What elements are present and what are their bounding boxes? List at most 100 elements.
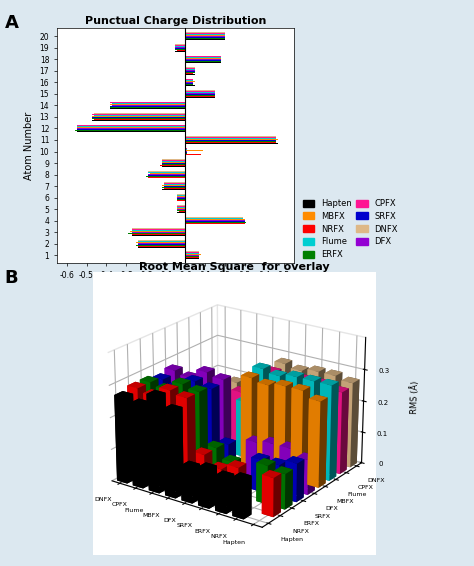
Bar: [185, 224, 245, 225]
Bar: [77, 128, 185, 129]
Title: Punctual Charge Distribution: Punctual Charge Distribution: [85, 16, 266, 26]
Bar: [185, 256, 199, 258]
Bar: [77, 125, 185, 126]
Bar: [177, 196, 185, 197]
Bar: [164, 186, 185, 187]
Bar: [112, 101, 185, 102]
Bar: [148, 175, 185, 176]
Bar: [177, 198, 185, 199]
Bar: [110, 104, 185, 105]
Bar: [185, 219, 245, 220]
Bar: [112, 105, 185, 106]
Bar: [177, 212, 185, 213]
Bar: [185, 36, 225, 37]
Bar: [162, 164, 185, 165]
Bar: [185, 92, 215, 93]
Bar: [185, 258, 199, 259]
Bar: [132, 230, 185, 231]
Bar: [160, 165, 185, 166]
Bar: [185, 217, 245, 218]
Bar: [175, 44, 185, 45]
Bar: [185, 95, 215, 96]
Bar: [185, 218, 243, 219]
Bar: [128, 233, 185, 234]
Bar: [177, 208, 185, 209]
Bar: [185, 71, 195, 72]
Bar: [185, 57, 221, 58]
Bar: [177, 46, 185, 48]
Bar: [185, 255, 199, 256]
Bar: [162, 166, 185, 167]
Bar: [162, 162, 185, 164]
Bar: [185, 34, 225, 35]
Bar: [148, 171, 185, 173]
Text: A: A: [5, 14, 18, 32]
Bar: [185, 97, 215, 98]
Bar: [185, 83, 193, 84]
Bar: [185, 152, 187, 153]
Bar: [185, 90, 215, 91]
Bar: [177, 194, 185, 195]
Bar: [177, 200, 185, 201]
Bar: [92, 114, 185, 115]
Bar: [92, 118, 185, 119]
X-axis label: Atom Charge: Atom Charge: [144, 285, 207, 295]
Bar: [185, 220, 245, 221]
Bar: [185, 138, 276, 139]
Bar: [92, 115, 185, 117]
Bar: [136, 245, 185, 246]
Bar: [175, 48, 185, 49]
Bar: [162, 187, 185, 188]
Bar: [185, 149, 187, 150]
Bar: [185, 59, 221, 60]
Bar: [185, 38, 227, 40]
Bar: [185, 85, 195, 86]
Bar: [185, 150, 203, 151]
Bar: [77, 131, 185, 132]
Bar: [185, 68, 195, 70]
Bar: [138, 240, 185, 241]
Bar: [164, 183, 185, 184]
Bar: [138, 244, 185, 245]
Bar: [146, 176, 185, 177]
Bar: [175, 49, 185, 50]
Bar: [185, 62, 221, 63]
Bar: [177, 207, 185, 208]
Bar: [162, 185, 185, 186]
Bar: [185, 35, 225, 36]
Bar: [185, 151, 187, 152]
Bar: [185, 142, 276, 143]
Bar: [177, 199, 185, 200]
Bar: [132, 231, 185, 233]
Bar: [110, 106, 185, 107]
Bar: [175, 51, 185, 52]
Bar: [185, 60, 221, 61]
Bar: [185, 139, 278, 140]
Bar: [132, 235, 185, 236]
Bar: [92, 117, 185, 118]
Bar: [110, 107, 185, 108]
Bar: [132, 229, 185, 230]
Bar: [179, 211, 185, 212]
Bar: [132, 234, 185, 235]
Bar: [185, 84, 193, 85]
Bar: [110, 102, 185, 103]
Bar: [132, 228, 185, 229]
Bar: [185, 61, 221, 62]
Bar: [112, 103, 185, 104]
Bar: [185, 80, 193, 81]
Bar: [148, 174, 185, 175]
Bar: [94, 119, 185, 120]
Legend: Hapten, MBFX, NRFX, Flume, ERFX, CPFX, SRFX, DNFX, DFX: Hapten, MBFX, NRFX, Flume, ERFX, CPFX, S…: [303, 199, 398, 259]
Bar: [175, 45, 185, 46]
Bar: [185, 33, 225, 34]
Bar: [185, 32, 225, 33]
Bar: [138, 241, 185, 242]
Bar: [150, 173, 185, 174]
Bar: [185, 137, 276, 138]
Bar: [94, 113, 185, 114]
Bar: [177, 50, 185, 51]
Bar: [185, 82, 193, 83]
Bar: [148, 177, 185, 178]
Bar: [185, 223, 245, 224]
